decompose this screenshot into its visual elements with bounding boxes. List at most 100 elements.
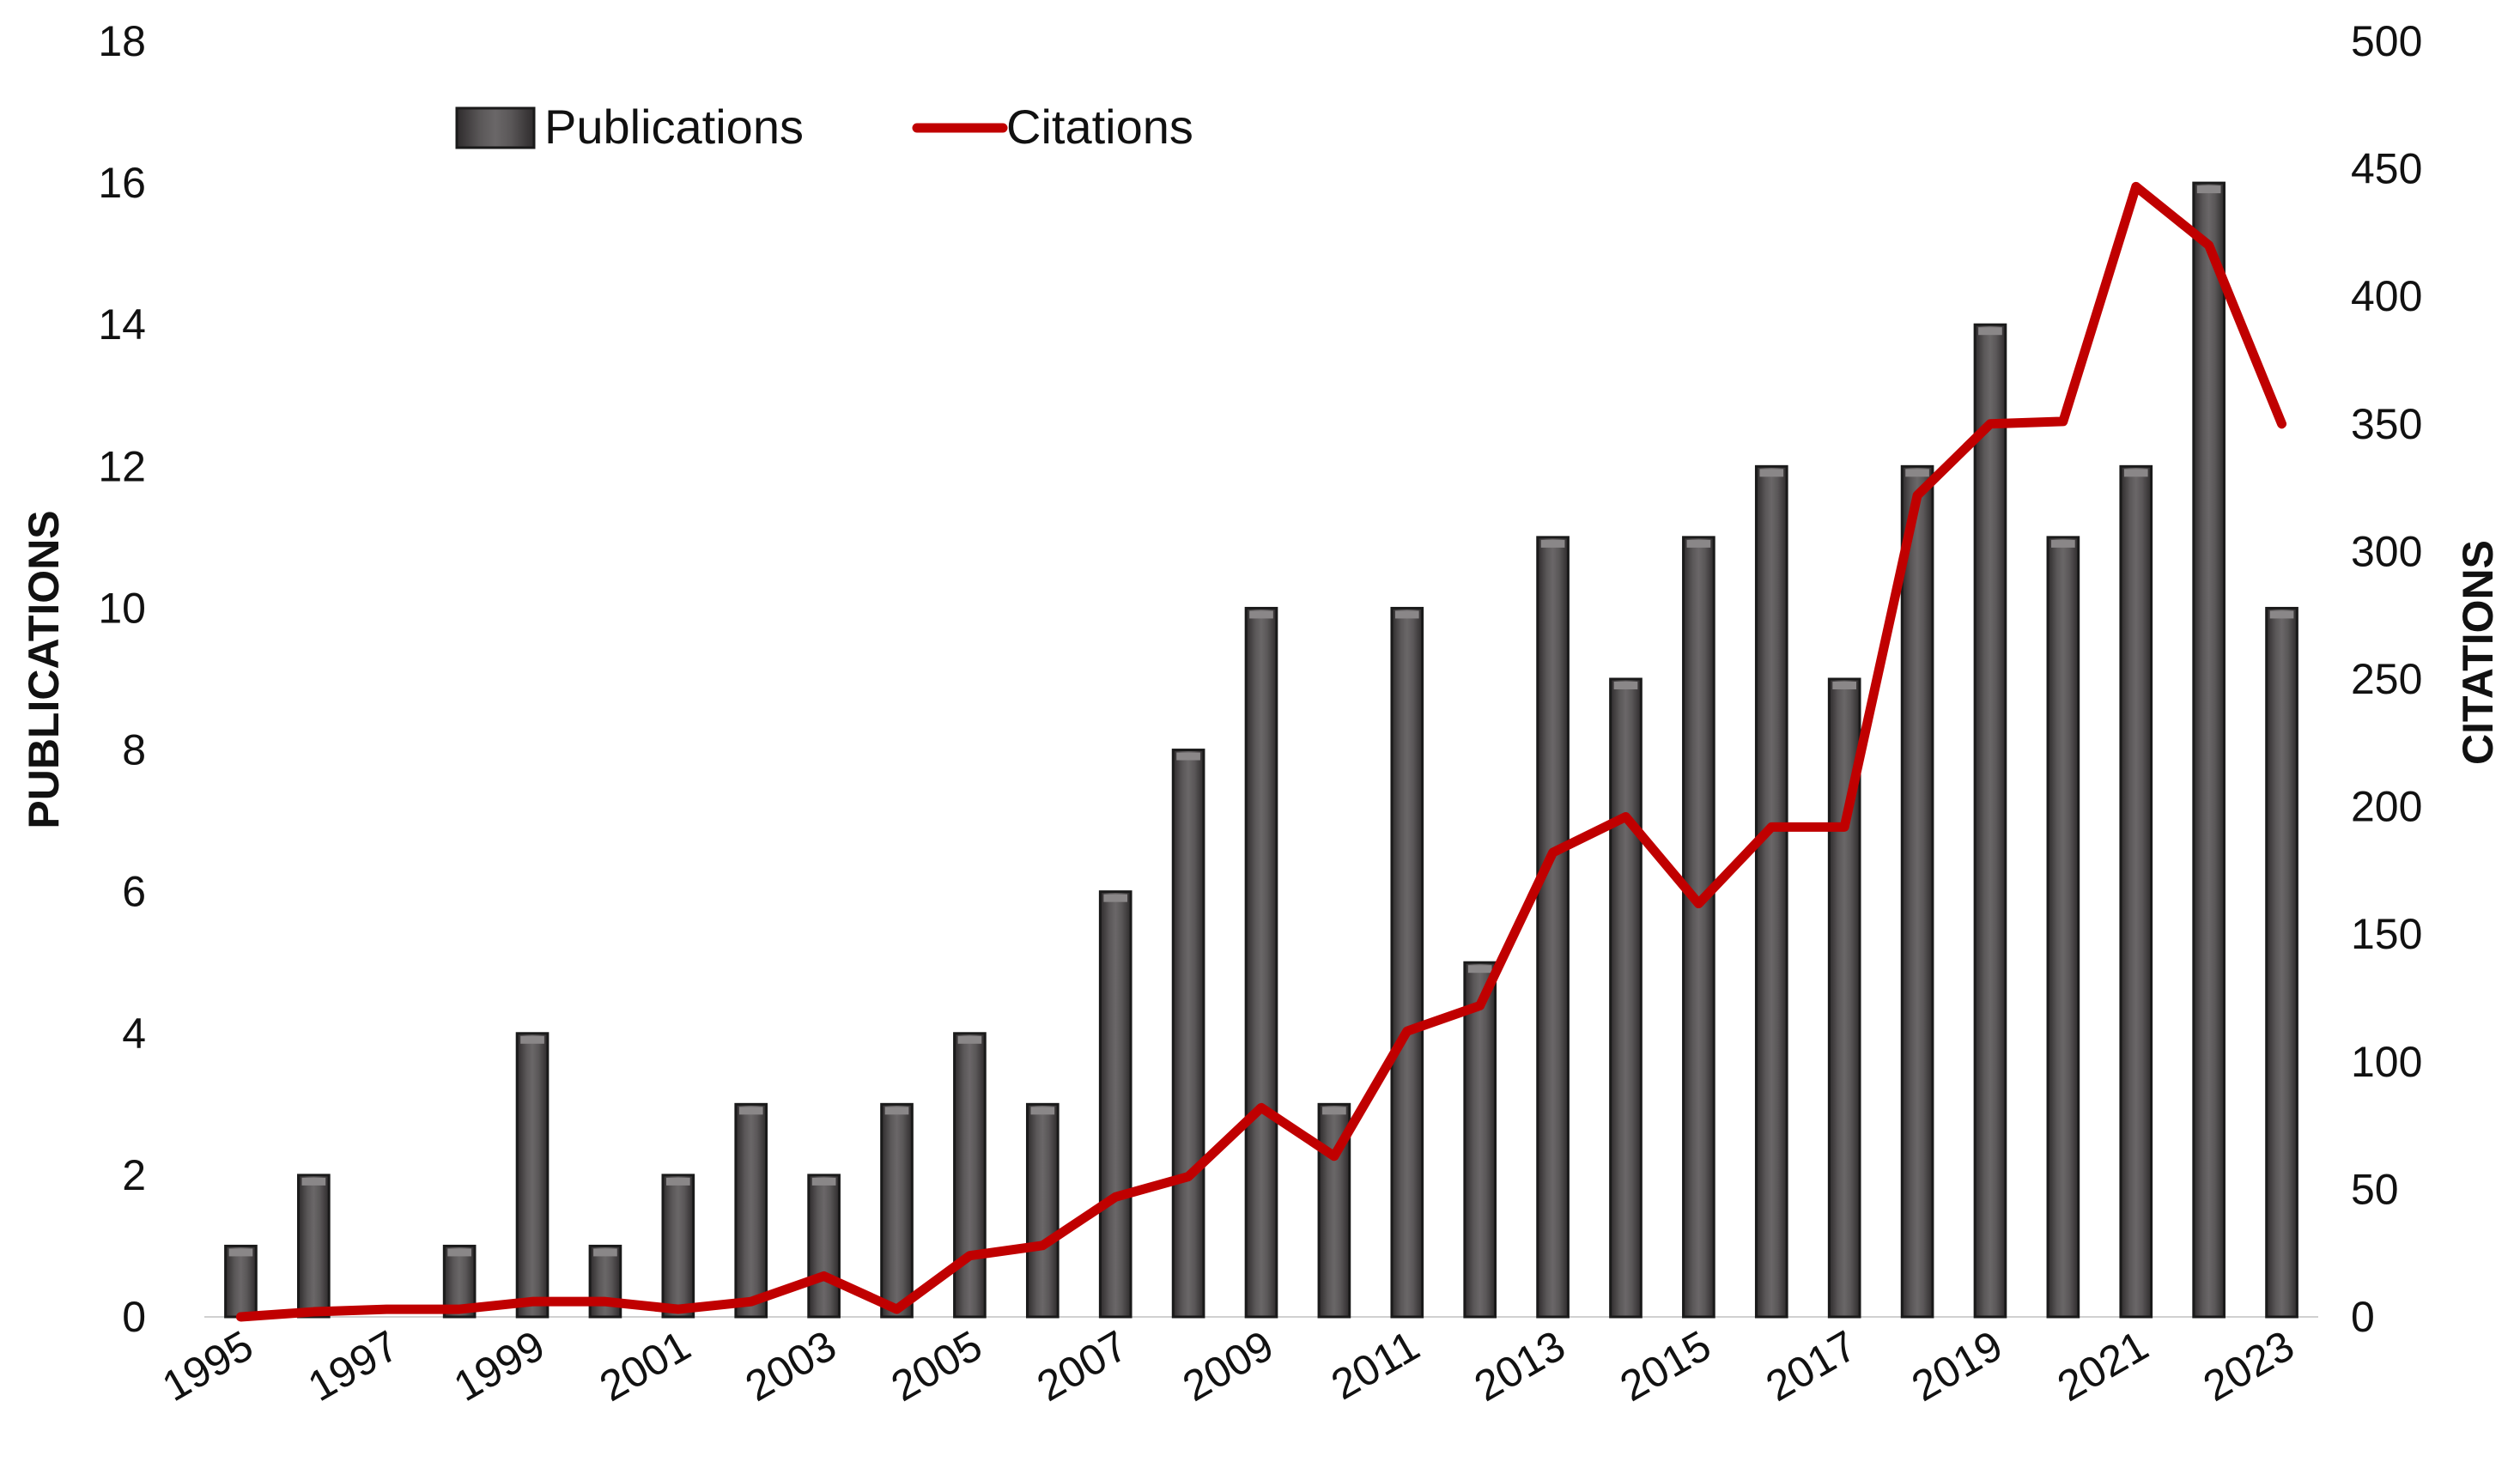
- right-y-tick-label: 450: [2351, 145, 2422, 193]
- bar-body: [1973, 323, 2007, 1319]
- x-tick-label: 2019: [1904, 1321, 2010, 1410]
- bar-body: [2119, 464, 2153, 1319]
- bar-2023: [2265, 606, 2298, 1319]
- x-tick-label: 2001: [592, 1321, 698, 1410]
- right-y-tick-label: 150: [2351, 910, 2422, 958]
- bar-2022: [2192, 181, 2225, 1319]
- left-y-tick-label: 6: [122, 868, 146, 916]
- bar-2018: [1900, 464, 1934, 1319]
- bar-2008: [1171, 749, 1205, 1319]
- bar-2020: [2046, 536, 2080, 1319]
- bar-body: [2192, 181, 2225, 1319]
- bar-body: [1682, 536, 1715, 1319]
- bar-2001: [661, 1174, 695, 1319]
- bar-bevel: [811, 1177, 836, 1186]
- bar-2012: [1463, 961, 1497, 1319]
- bar-body: [1098, 890, 1132, 1319]
- bar-body: [1536, 536, 1570, 1319]
- bar-2003: [807, 1174, 841, 1319]
- bar-2004: [880, 1102, 914, 1319]
- left-y-tick-label: 10: [98, 584, 146, 632]
- left-y-axis: 0 2 4 6 8 10 12 14 16 18: [98, 17, 146, 1341]
- bar-1999: [515, 1032, 550, 1319]
- bar-2017: [1827, 677, 1861, 1319]
- citations-line: [235, 181, 2287, 1322]
- left-y-tick-label: 12: [98, 442, 146, 490]
- bar-body: [1390, 606, 1424, 1319]
- legend-publications-swatch: [455, 106, 536, 149]
- x-tick-label: 1999: [446, 1321, 552, 1410]
- bar-bevel: [1394, 610, 1419, 619]
- right-y-tick-label: 500: [2351, 17, 2422, 65]
- bar-bevel: [1176, 752, 1200, 761]
- bar-bevel: [1759, 469, 1784, 477]
- right-axis-title: CITATIONS: [2454, 540, 2502, 765]
- bar-body: [1754, 464, 1788, 1319]
- bar-bevel: [593, 1248, 617, 1257]
- bar-bevel: [2269, 610, 2294, 619]
- left-y-tick-label: 8: [122, 726, 146, 774]
- bar-2016: [1754, 464, 1788, 1319]
- bar-bevel: [1686, 539, 1711, 548]
- bar-bevel: [665, 1177, 690, 1186]
- legend-publications-label: Publications: [544, 100, 804, 154]
- bar-2013: [1536, 536, 1570, 1319]
- bar-bevel: [1030, 1107, 1055, 1115]
- bar-body: [734, 1102, 768, 1319]
- bar-body: [1025, 1102, 1060, 1319]
- bar-bevel: [2051, 539, 2075, 548]
- bar-bevel: [2196, 185, 2221, 194]
- left-y-tick-label: 14: [98, 300, 146, 349]
- x-tick-label: 2013: [1466, 1321, 1573, 1410]
- x-tick-label: 2003: [738, 1321, 844, 1410]
- bar-body: [515, 1032, 550, 1319]
- right-y-tick-label: 50: [2351, 1165, 2399, 1213]
- bar-body: [953, 1032, 987, 1319]
- bar-body: [1463, 961, 1497, 1319]
- left-y-tick-label: 18: [98, 17, 146, 65]
- right-y-tick-label: 350: [2351, 400, 2422, 448]
- bar-body: [297, 1174, 331, 1319]
- bar-body: [1609, 677, 1643, 1319]
- right-y-tick-label: 200: [2351, 783, 2422, 831]
- citations-line-group: [235, 181, 2287, 1322]
- left-y-tick-label: 4: [122, 1010, 146, 1058]
- left-axis-title: PUBLICATIONS: [20, 510, 68, 828]
- bar-1995: [224, 1244, 258, 1319]
- bar-bevel: [228, 1248, 253, 1257]
- bar-2006: [1025, 1102, 1060, 1319]
- bar-body: [2265, 606, 2298, 1319]
- bar-bevel: [1249, 610, 1273, 619]
- bar-2014: [1609, 677, 1643, 1319]
- right-y-axis: 0 50 100 150 200 250 300 350 400 450 500: [2351, 17, 2422, 1341]
- bar-2009: [1244, 606, 1278, 1319]
- x-tick-label: 2009: [1175, 1321, 1281, 1410]
- bar-2002: [734, 1102, 768, 1319]
- publications-bars: [224, 181, 2298, 1319]
- bar-body: [807, 1174, 841, 1319]
- x-axis: 1995 1997 1999 2001 2003 2005 2007 2009 2011 2013…: [155, 1321, 2302, 1410]
- bar-bevel: [884, 1107, 909, 1115]
- right-y-tick-label: 250: [2351, 655, 2422, 703]
- bar-bevel: [957, 1035, 982, 1044]
- bar-bevel: [1613, 682, 1638, 689]
- bar-body: [880, 1102, 914, 1319]
- bar-body: [1244, 606, 1278, 1319]
- right-y-tick-label: 0: [2351, 1293, 2375, 1341]
- bar-bevel: [1905, 469, 1929, 477]
- bar-bevel: [447, 1248, 471, 1257]
- bar-bevel: [1540, 539, 1565, 548]
- left-y-tick-label: 0: [122, 1293, 146, 1341]
- x-tick-label: 2011: [1323, 1321, 1427, 1409]
- bar-bevel: [520, 1035, 544, 1044]
- bar-body: [661, 1174, 695, 1319]
- x-tick-label: 2021: [2049, 1321, 2156, 1410]
- x-tick-label: 2017: [1758, 1321, 1864, 1410]
- right-y-tick-label: 100: [2351, 1038, 2422, 1086]
- bar-body: [1827, 677, 1861, 1319]
- bar-bevel: [1103, 894, 1128, 902]
- bar-bevel: [2123, 469, 2148, 477]
- left-y-tick-label: 16: [98, 159, 146, 207]
- bar-bevel: [1832, 682, 1857, 689]
